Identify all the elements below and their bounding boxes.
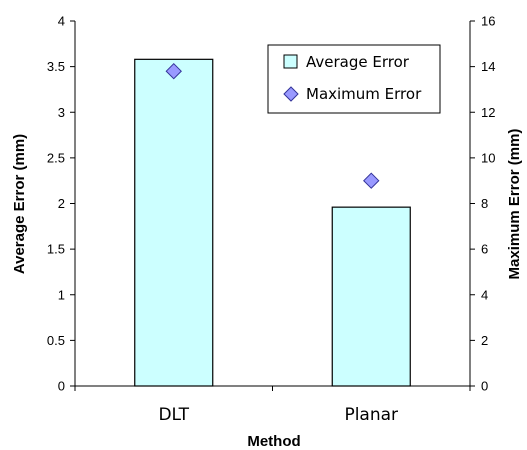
tick-group: 0 0.5 1 1.5 2 2.5 3 3.5 4 0 2 4 6 8 10 12 14 16 DLT Planar bbox=[47, 14, 496, 426]
y-tick-label-right: 16 bbox=[481, 14, 495, 29]
y-tick-label-right: 10 bbox=[481, 150, 495, 165]
marker-dlt bbox=[165, 62, 182, 80]
y-tick-label-left: 2 bbox=[58, 196, 65, 211]
legend-label-maximum-error: Maximum Error bbox=[306, 85, 422, 103]
y-tick-label-left: 0.5 bbox=[47, 333, 65, 348]
legend-swatch-maximum-error bbox=[283, 86, 299, 102]
y-tick-label-right: 6 bbox=[481, 242, 488, 257]
y-tick-label-left: 3.5 bbox=[47, 59, 65, 74]
legend-swatch-average-error bbox=[283, 54, 298, 69]
x-axis-title: Method bbox=[247, 433, 300, 450]
y-tick-label-left: 4 bbox=[58, 14, 65, 29]
x-tick-label: Planar bbox=[344, 405, 398, 425]
y-tick-label-right: 8 bbox=[481, 196, 488, 211]
y-tick-label-left: 2.5 bbox=[47, 150, 65, 165]
marker-group bbox=[165, 62, 380, 189]
bar-group bbox=[134, 58, 411, 387]
y-axis-title-right: Maximum Error (mm) bbox=[506, 129, 523, 280]
marker-planar bbox=[363, 172, 380, 189]
y-tick-label-left: 3 bbox=[58, 105, 65, 120]
y-tick-label-right: 4 bbox=[481, 287, 488, 302]
y-tick-label-left: 1 bbox=[58, 287, 65, 302]
legend: Average Error Maximum Error bbox=[267, 44, 441, 114]
bar-planar bbox=[331, 206, 411, 387]
y-axis-title-left: Average Error (mm) bbox=[11, 134, 28, 274]
y-tick-label-right: 0 bbox=[481, 379, 488, 394]
legend-label-average-error: Average Error bbox=[306, 53, 410, 71]
bar-dlt bbox=[134, 58, 214, 387]
y-tick-label-left: 0 bbox=[58, 379, 65, 394]
y-tick-label-right: 12 bbox=[481, 105, 495, 120]
x-tick-label: DLT bbox=[158, 405, 189, 425]
y-tick-label-right: 2 bbox=[481, 333, 488, 348]
y-tick-label-left: 1.5 bbox=[47, 242, 65, 257]
y-tick-label-right: 14 bbox=[481, 59, 495, 74]
